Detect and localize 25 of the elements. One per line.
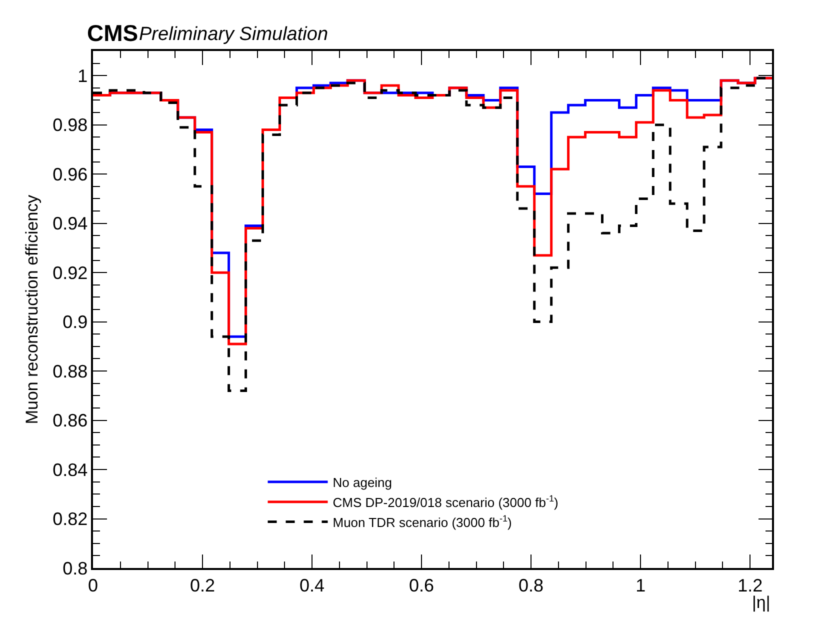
legend-label: Muon TDR scenario (3000 fb$^{-1}$) [332, 513, 512, 530]
y-tick-label: 0.98 [52, 115, 88, 136]
y-tick-label: 0.84 [52, 460, 88, 480]
y-tick-label: 0.94 [52, 214, 88, 234]
y-axis-title: Muon reconstruction efficiency [22, 194, 42, 424]
y-tick-label: 0.82 [52, 509, 88, 530]
legend-label: CMS DP-2019/018 scenario (3000 fb$^{-1}$) [332, 493, 558, 510]
x-tick-label: 1 [636, 575, 646, 596]
x-tick-label: 0.4 [300, 575, 325, 596]
y-tick-label: 0.9 [62, 312, 88, 332]
chart-title: CMS [87, 20, 138, 46]
x-tick-label: 0.8 [518, 575, 544, 596]
y-tick-label: 0.96 [52, 164, 88, 184]
x-tick-label: 0.6 [409, 575, 434, 596]
y-tick-label: 1 [78, 66, 88, 86]
chart-subtitle: Preliminary Simulation [139, 24, 328, 45]
legend-label: No ageing [332, 475, 392, 490]
y-tick-label: 0.92 [52, 262, 88, 283]
x-tick-label: 0 [88, 575, 98, 596]
y-tick-label: 0.8 [62, 558, 88, 578]
y-tick-label: 0.86 [52, 410, 88, 431]
x-tick-label: 1.2 [738, 575, 763, 596]
x-tick-label: 0.2 [190, 575, 216, 596]
x-axis-title: |η| [752, 593, 770, 612]
y-tick-label: 0.88 [52, 361, 88, 382]
